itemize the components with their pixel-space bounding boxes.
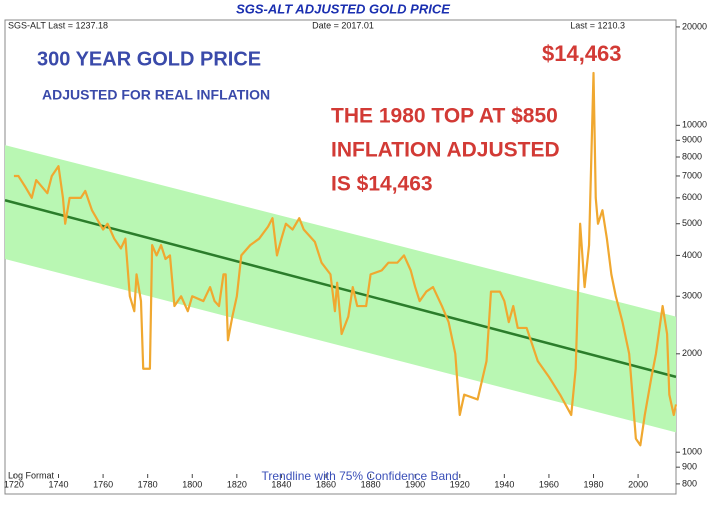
x-tick-label: 1900 (405, 479, 425, 489)
header-left: SGS-ALT Last = 1237.18 (8, 20, 108, 30)
x-tick-label: 1840 (271, 479, 291, 489)
annotation: ADJUSTED FOR REAL INFLATION (42, 87, 270, 103)
y-tick-label: 10000 (682, 120, 707, 130)
x-tick-label: 1820 (227, 479, 247, 489)
annotation: IS $14,463 (331, 173, 433, 196)
x-tick-label: 1760 (93, 479, 113, 489)
y-tick-label: 7000 (682, 170, 702, 180)
x-tick-label: 1720 (4, 479, 24, 489)
x-tick-label: 1960 (539, 479, 559, 489)
y-tick-label: 6000 (682, 192, 702, 202)
price-line (13, 71, 678, 447)
x-tick-label: 2000 (628, 479, 648, 489)
header-center: Date = 2017.01 (312, 20, 374, 30)
y-tick-label: 20000 (682, 21, 707, 31)
x-tick-label: 1980 (584, 479, 604, 489)
y-tick-label: 4000 (682, 250, 702, 260)
y-tick-label: 3000 (682, 291, 702, 301)
annotation: THE 1980 TOP AT $850 (331, 105, 558, 128)
x-tick-label: 1780 (138, 479, 158, 489)
annotation: 300 YEAR GOLD PRICE (37, 48, 261, 70)
y-tick-label: 2000 (682, 348, 702, 358)
x-tick-label: 1880 (361, 479, 381, 489)
x-tick-label: 1940 (494, 479, 514, 489)
caption: Trendline with 75% Confidence Band (261, 469, 458, 483)
chart-title: SGS-ALT ADJUSTED GOLD PRICE (236, 1, 450, 16)
x-tick-label: 1860 (316, 479, 336, 489)
y-tick-label: 800 (682, 478, 697, 488)
scale-note: Log Format (8, 470, 55, 480)
annotation: INFLATION ADJUSTED (331, 139, 560, 162)
x-tick-label: 1920 (450, 479, 470, 489)
y-tick-label: 1000 (682, 447, 702, 457)
y-tick-label: 900 (682, 462, 697, 472)
y-tick-label: 8000 (682, 151, 702, 161)
annotation: $14,463 (542, 41, 622, 66)
x-tick-label: 1800 (182, 479, 202, 489)
trendline (4, 199, 677, 379)
y-tick-label: 5000 (682, 218, 702, 228)
header-right: Last = 1210.3 (570, 20, 625, 30)
y-tick-label: 9000 (682, 135, 702, 145)
x-tick-label: 1740 (48, 479, 68, 489)
